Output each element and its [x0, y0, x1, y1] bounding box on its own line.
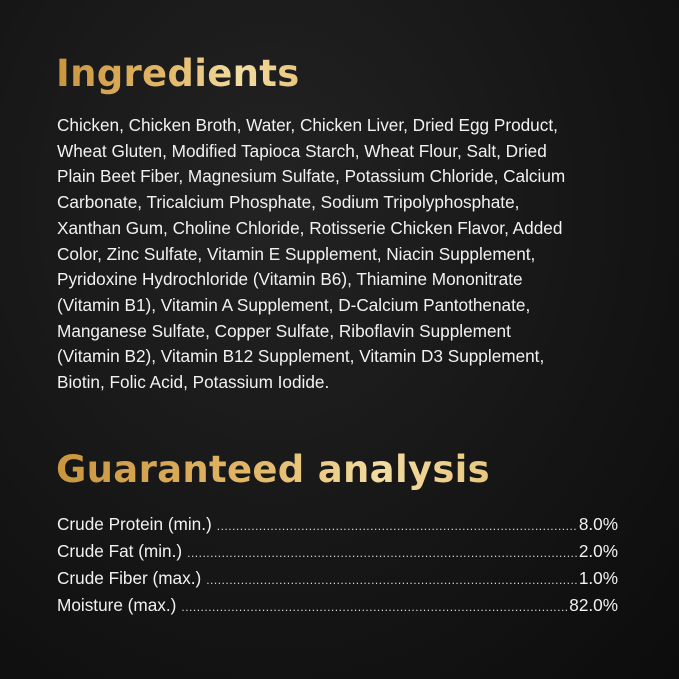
analysis-row: Crude Protein (min.) 8.0%: [57, 512, 618, 539]
ingredients-line: Plain Beet Fiber, Magnesium Sulfate, Pot…: [57, 166, 566, 187]
ingredients-line: (Vitamin B2), Vitamin B12 Supplement, Vi…: [57, 346, 545, 367]
ingredients-line: Pyridoxine Hydrochloride (Vitamin B6), T…: [57, 269, 523, 290]
analysis-label: Crude Fiber (max.): [57, 568, 202, 588]
analysis-value: 1.0%: [578, 568, 618, 588]
ingredients-line: Chicken, Chicken Broth, Water, Chicken L…: [57, 115, 558, 135]
ingredients-line: Manganese Sulfate, Copper Sulfate, Ribof…: [57, 320, 511, 341]
analysis-row: Moisture (max.) 82.0%: [57, 593, 618, 620]
analysis-value: 8.0%: [578, 514, 618, 534]
analysis-row: Crude Fat (min.) 2.0%: [57, 539, 618, 566]
dot-leader: [217, 514, 577, 539]
dot-leader: [206, 568, 577, 593]
dot-leader: [187, 541, 577, 566]
ingredients-line: (Vitamin B1), Vitamin A Supplement, D-Ca…: [57, 294, 531, 315]
analysis-label: Moisture (max.): [57, 595, 177, 615]
analysis-row: Crude Fiber (max.) 1.0%: [57, 566, 618, 593]
analysis-heading: Guaranteed analysis: [56, 448, 490, 491]
analysis-table: Crude Protein (min.) 8.0% Crude Fat (min…: [57, 512, 618, 620]
ingredients-list: Chicken, Chicken Broth, Water, Chicken L…: [57, 113, 565, 396]
analysis-value: 2.0%: [578, 541, 618, 561]
ingredients-heading: Ingredients: [56, 52, 300, 95]
analysis-label: Crude Protein (min.): [57, 514, 212, 534]
analysis-label: Crude Fat (min.): [57, 541, 183, 561]
ingredients-line: Xanthan Gum, Choline Chloride, Rotisseri…: [57, 217, 563, 238]
ingredients-line: Wheat Gluten, Modified Tapioca Starch, W…: [57, 140, 547, 161]
analysis-value: 82.0%: [569, 595, 618, 615]
dot-leader: [181, 595, 567, 620]
ingredients-line: Carbonate, Tricalcium Phosphate, Sodium …: [57, 192, 520, 213]
ingredients-line: Biotin, Folic Acid, Potassium Iodide.: [57, 372, 330, 393]
ingredients-line: Color, Zinc Sulfate, Vitamin E Supplemen…: [57, 243, 536, 264]
